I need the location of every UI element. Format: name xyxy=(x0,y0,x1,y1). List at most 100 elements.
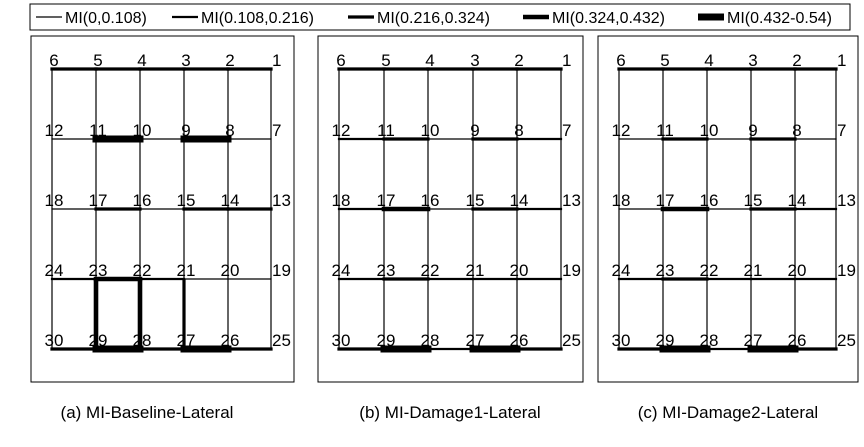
node-label: 5 xyxy=(93,51,102,70)
node-label: 19 xyxy=(272,261,291,280)
node-label: 7 xyxy=(837,121,846,140)
node-label: 30 xyxy=(612,331,631,350)
node-label: 16 xyxy=(700,191,719,210)
node-label: 20 xyxy=(788,261,807,280)
node-label: 2 xyxy=(514,51,523,70)
node-label: 6 xyxy=(616,51,625,70)
node-label: 13 xyxy=(562,191,581,210)
node-label: 16 xyxy=(133,191,152,210)
node-label: 24 xyxy=(612,261,631,280)
node-label: 14 xyxy=(510,191,529,210)
node-label: 18 xyxy=(612,191,631,210)
node-label: 26 xyxy=(788,331,807,350)
node-label: 29 xyxy=(656,331,675,350)
node-label: 26 xyxy=(510,331,529,350)
node-label: 19 xyxy=(562,261,581,280)
node-label: 1 xyxy=(837,51,846,70)
node-label: 1 xyxy=(272,51,281,70)
node-label: 7 xyxy=(272,121,281,140)
node-label: 8 xyxy=(225,121,234,140)
node-label: 23 xyxy=(89,261,108,280)
node-label: 3 xyxy=(748,51,757,70)
panel-border xyxy=(30,35,295,383)
node-label: 9 xyxy=(748,121,757,140)
node-label: 15 xyxy=(744,191,763,210)
node-label: 28 xyxy=(700,331,719,350)
node-label: 25 xyxy=(562,331,581,350)
node-label: 21 xyxy=(744,261,763,280)
node-label: 22 xyxy=(700,261,719,280)
legend-label: MI(0.216,0.324) xyxy=(377,10,490,27)
node-label: 17 xyxy=(89,191,108,210)
node-label: 2 xyxy=(225,51,234,70)
node-label: 11 xyxy=(89,121,107,140)
node-label: 4 xyxy=(704,51,713,70)
node-label: 13 xyxy=(272,191,291,210)
node-label: 19 xyxy=(837,261,856,280)
node-label: 10 xyxy=(700,121,719,140)
node-label: 3 xyxy=(181,51,190,70)
node-label: 1 xyxy=(562,51,571,70)
node-label: 22 xyxy=(133,261,152,280)
node-label: 20 xyxy=(221,261,240,280)
legend-label: MI(0.432-0.54) xyxy=(727,10,832,27)
panel-caption: (c) MI-Damage2-Lateral xyxy=(638,403,818,422)
node-label: 10 xyxy=(133,121,152,140)
node-label: 24 xyxy=(332,261,351,280)
node-label: 26 xyxy=(221,331,240,350)
node-label: 27 xyxy=(744,331,763,350)
legend: MI(0,0.108) MI(0.108,0.216) MI(0.216,0.324… xyxy=(29,3,851,31)
node-label: 17 xyxy=(656,191,675,210)
node-label: 28 xyxy=(421,331,440,350)
node-label: 11 xyxy=(656,121,674,140)
legend-label: MI(0.324,0.432) xyxy=(552,10,665,27)
legend-label: MI(0.108,0.216) xyxy=(201,10,314,27)
node-label: 12 xyxy=(612,121,631,140)
node-label: 9 xyxy=(181,121,190,140)
node-label: 14 xyxy=(788,191,807,210)
node-label: 28 xyxy=(133,331,152,350)
node-label: 14 xyxy=(221,191,240,210)
node-label: 6 xyxy=(336,51,345,70)
node-label: 27 xyxy=(466,331,485,350)
node-label: 9 xyxy=(470,121,479,140)
node-label: 11 xyxy=(377,121,395,140)
node-label: 22 xyxy=(421,261,440,280)
panel-caption: (a) MI-Baseline-Lateral xyxy=(61,403,234,422)
node-label: 27 xyxy=(177,331,196,350)
node-label: 7 xyxy=(562,121,571,140)
node-label: 29 xyxy=(377,331,396,350)
node-label: 20 xyxy=(510,261,529,280)
node-label: 8 xyxy=(514,121,523,140)
node-label: 3 xyxy=(470,51,479,70)
node-label: 15 xyxy=(466,191,485,210)
node-label: 24 xyxy=(45,261,64,280)
node-label: 25 xyxy=(837,331,856,350)
legend-box xyxy=(29,3,851,31)
node-label: 4 xyxy=(425,51,434,70)
legend-label: MI(0,0.108) xyxy=(65,10,147,27)
node-label: 25 xyxy=(272,331,291,350)
node-label: 21 xyxy=(177,261,196,280)
node-label: 23 xyxy=(377,261,396,280)
node-label: 23 xyxy=(656,261,675,280)
panel-border xyxy=(597,35,859,383)
node-label: 12 xyxy=(45,121,64,140)
node-label: 16 xyxy=(421,191,440,210)
node-label: 6 xyxy=(49,51,58,70)
node-label: 12 xyxy=(332,121,351,140)
panel-caption: (b) MI-Damage1-Lateral xyxy=(359,403,540,422)
node-label: 17 xyxy=(377,191,396,210)
node-label: 4 xyxy=(137,51,146,70)
node-label: 10 xyxy=(421,121,440,140)
node-label: 30 xyxy=(45,331,64,350)
node-label: 18 xyxy=(45,191,64,210)
node-label: 5 xyxy=(381,51,390,70)
node-label: 13 xyxy=(837,191,856,210)
node-label: 5 xyxy=(660,51,669,70)
